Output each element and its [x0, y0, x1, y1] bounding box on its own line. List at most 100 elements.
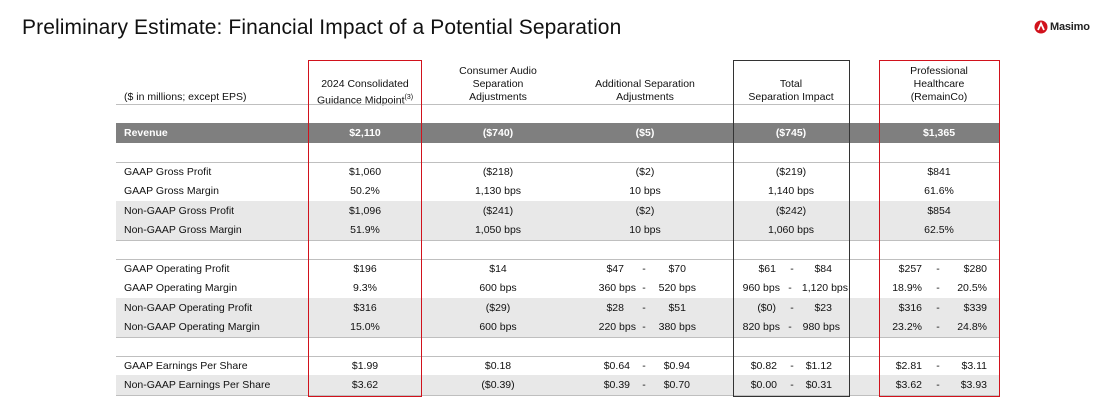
cell: 61.6% [924, 185, 954, 197]
cell: ($2) [635, 205, 655, 217]
range-low: $0.39 [603, 379, 630, 391]
range-dash: - [642, 360, 646, 372]
cell: 1,130 bps [474, 185, 522, 197]
alt-band [116, 201, 1000, 240]
section-rule [116, 337, 1000, 338]
header-line: Consumer Audio [459, 65, 537, 77]
cell: 15.0% [350, 321, 380, 333]
cell: 51.9% [350, 224, 380, 236]
range-high: 20.5% [957, 282, 987, 294]
header-line: Separation [472, 78, 524, 90]
header-line: Healthcare [913, 78, 965, 90]
range-high: 1,120 bps [801, 282, 848, 294]
units-label: ($ in millions; except EPS) [124, 91, 247, 103]
masimo-logo: Masimo [1034, 20, 1090, 34]
revenue-row [116, 123, 1000, 143]
cell: 50.2% [350, 185, 380, 197]
range-low: $3.62 [895, 379, 922, 391]
range-dash: - [936, 360, 940, 372]
range-dash: - [790, 360, 794, 372]
range-high: $1.12 [805, 360, 832, 372]
range-dash: - [790, 302, 794, 314]
section-rule [116, 162, 1000, 163]
range-high: 980 bps [802, 321, 840, 333]
header-line-text: Guidance Midpoint [316, 94, 405, 107]
row-label: Non-GAAP Operating Profit [124, 302, 253, 314]
cell: 600 bps [479, 321, 517, 333]
row-label: GAAP Operating Profit [124, 263, 230, 275]
table-bottom-rule [116, 395, 1000, 396]
cell: ($0.39) [481, 379, 515, 391]
range-high: $3.93 [960, 379, 987, 391]
range-low: 820 bps [742, 321, 780, 333]
row-label: Non-GAAP Operating Margin [124, 321, 260, 333]
range-high: $70 [668, 263, 686, 275]
header-line: Adjustments [616, 91, 674, 103]
header-consolidated: 2024 Consolidated Guidance Midpoint(3) [310, 78, 420, 108]
cell: ($5) [635, 127, 655, 139]
range-high: 24.8% [957, 321, 987, 333]
page-title: Preliminary Estimate: Financial Impact o… [22, 16, 622, 39]
row-label: GAAP Earnings Per Share [124, 360, 248, 372]
section-rule [116, 356, 1000, 357]
range-high: $51 [668, 302, 686, 314]
cell: ($2) [635, 166, 655, 178]
range-dash: - [790, 379, 794, 391]
range-high: $0.31 [805, 379, 832, 391]
header-additional: Additional Separation Adjustments [580, 78, 710, 104]
cell: $841 [927, 166, 951, 178]
cell: 9.3% [353, 282, 377, 294]
range-dash: - [642, 379, 646, 391]
logo-wordmark: Masimo [1050, 21, 1090, 33]
cell: ($219) [775, 166, 807, 178]
row-label: GAAP Gross Profit [124, 166, 212, 178]
cell: $196 [353, 263, 377, 275]
cell: $316 [353, 302, 377, 314]
range-low: 220 bps [598, 321, 636, 333]
range-low: 960 bps [742, 282, 780, 294]
cell: $3.62 [351, 379, 379, 391]
range-low: $61 [758, 263, 776, 275]
cell: $1,060 [348, 166, 382, 178]
section-rule [116, 240, 1000, 241]
row-label: Non-GAAP Gross Profit [124, 205, 235, 217]
range-high: $0.94 [663, 360, 690, 372]
range-high: 380 bps [658, 321, 696, 333]
range-low: $28 [606, 302, 624, 314]
row-label: Non-GAAP Gross Margin [124, 224, 242, 236]
cell: $1,365 [922, 127, 956, 139]
range-high: $0.70 [663, 379, 690, 391]
range-dash: - [936, 282, 940, 294]
range-dash: - [642, 302, 646, 314]
cell: 1,140 bps [767, 185, 815, 197]
range-low: $0.82 [750, 360, 777, 372]
range-dash: - [936, 263, 940, 275]
range-dash: - [936, 379, 940, 391]
cell: $2,110 [349, 127, 381, 139]
cell: ($745) [775, 127, 807, 139]
header-line: Guidance Midpoint(3) [310, 91, 420, 108]
range-high: 520 bps [658, 282, 696, 294]
range-dash: - [642, 282, 646, 294]
range-dash: - [790, 263, 794, 275]
cell: 62.5% [924, 224, 954, 236]
alt-band [116, 298, 1000, 337]
section-rule [116, 259, 1000, 260]
range-low: $2.81 [895, 360, 922, 372]
header-line: Adjustments [469, 91, 527, 103]
cell: ($218) [482, 166, 514, 178]
cell: $1,096 [348, 205, 382, 217]
footnote-ref: (3) [404, 94, 414, 101]
header-line: Professional [910, 65, 968, 77]
range-dash: - [936, 302, 940, 314]
cell: ($241) [482, 205, 514, 217]
range-low: 23.2% [892, 321, 922, 333]
range-high: $339 [963, 302, 987, 314]
range-high: $23 [814, 302, 832, 314]
header-line: (RemainCo) [910, 91, 968, 103]
cell: ($740) [482, 127, 514, 139]
cell: 600 bps [479, 282, 517, 294]
cell: ($242) [775, 205, 807, 217]
cell: 10 bps [629, 185, 661, 197]
range-dash: - [788, 321, 792, 333]
